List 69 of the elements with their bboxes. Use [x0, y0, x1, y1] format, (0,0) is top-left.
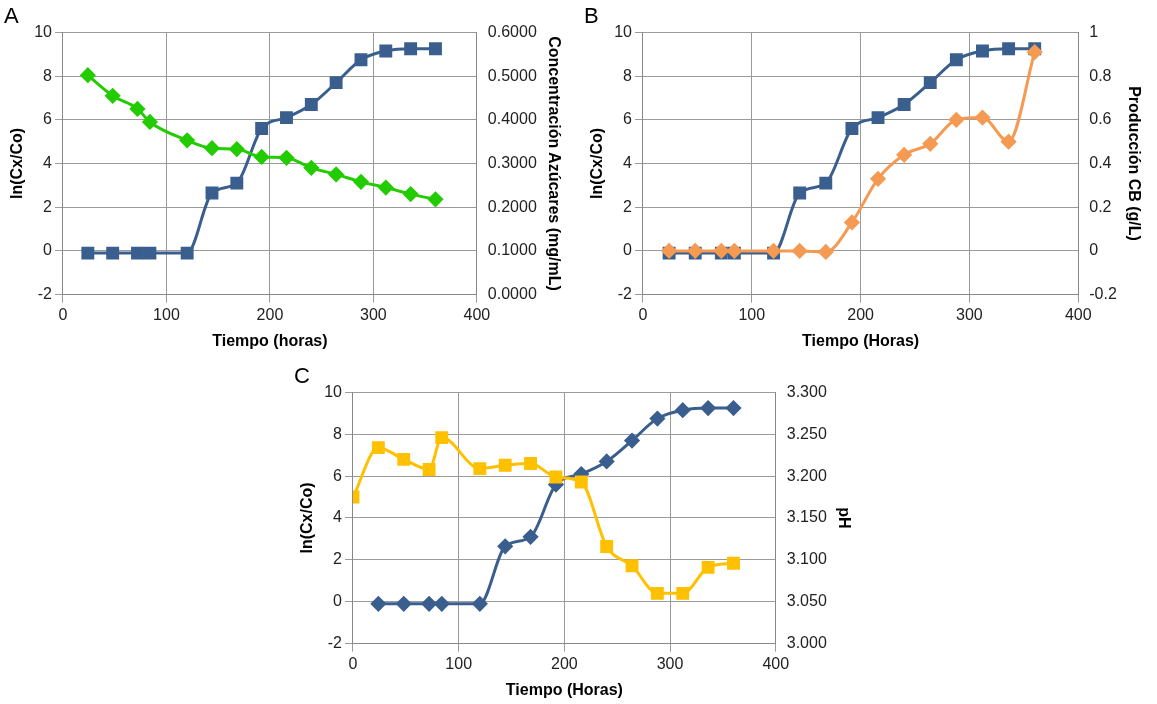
- x-tick-label: 0: [638, 305, 648, 323]
- y-tick-label: 10: [34, 22, 53, 40]
- y2-tick-label: 3.100: [786, 550, 827, 568]
- x-tick-label: 200: [256, 305, 284, 323]
- y-tick-label: -2: [617, 285, 633, 303]
- y-tick-label: 8: [333, 424, 343, 442]
- y2-axis-title: Concentración Azúcares (mg/mL): [545, 36, 563, 291]
- y-tick-label: 4: [43, 153, 53, 171]
- y-tick-label: 2: [43, 197, 53, 215]
- y2-tick-label: 0.6000: [487, 22, 537, 40]
- y2-tick-label: 3.150: [786, 508, 827, 526]
- x-tick-label: 200: [847, 305, 875, 323]
- y2-tick-label: 3.200: [786, 466, 827, 484]
- x-tick-label: 300: [656, 654, 684, 672]
- y2-tick-label: 3.050: [786, 592, 827, 610]
- y-tick-label: 4: [333, 508, 343, 526]
- y-tick-label: 2: [333, 550, 343, 568]
- y-tick-label: 0: [333, 592, 343, 610]
- x-tick-label: 0: [58, 305, 68, 323]
- y-tick-label: -2: [327, 634, 343, 652]
- y-tick-label: 6: [43, 110, 53, 128]
- y2-tick-label: 0.0000: [487, 285, 537, 303]
- chart-title: B: [584, 3, 599, 29]
- x-tick-label: 300: [956, 305, 983, 323]
- y-tick-label: 10: [614, 22, 633, 40]
- x-axis-title: Tiempo (horas): [212, 331, 328, 349]
- y-tick-label: -2: [37, 285, 53, 303]
- y-tick-label: 0: [623, 241, 633, 259]
- y-axis-title: ln(Cx/Co): [588, 127, 606, 200]
- y-axis-title: ln(Cx/Co): [8, 127, 26, 200]
- y2-tick-label: 0: [1089, 241, 1099, 259]
- y-tick-label: 8: [623, 66, 633, 84]
- x-tick-label: 300: [360, 305, 387, 323]
- x-tick-label: 200: [551, 654, 578, 672]
- x-axis-title: Tiempo (Horas): [505, 680, 623, 698]
- y2-tick-label: 3.000: [786, 634, 827, 652]
- chart-title: A: [4, 3, 19, 29]
- y-tick-label: 2: [623, 197, 633, 215]
- y-tick-label: 6: [333, 466, 343, 484]
- x-axis-title: Tiempo (Horas): [802, 331, 920, 349]
- y2-tick-label: -0.2: [1089, 285, 1117, 303]
- y2-tick-label: 0.3000: [487, 153, 537, 171]
- x-tick-label: 100: [445, 654, 473, 672]
- y-tick-label: 0: [43, 241, 53, 259]
- y2-tick-label: 0.2: [1089, 197, 1112, 215]
- y2-axis-title: Producción CB (g/L): [1125, 86, 1143, 241]
- x-tick-label: 100: [153, 305, 180, 323]
- y2-tick-label: 0.4000: [487, 110, 537, 128]
- x-tick-label: 400: [1064, 305, 1092, 323]
- x-tick-label: 100: [738, 305, 766, 323]
- y2-tick-label: 3.250: [786, 424, 827, 442]
- y-tick-label: 10: [324, 382, 343, 400]
- chart-title: C: [294, 363, 310, 389]
- y-tick-label: 6: [623, 110, 633, 128]
- y2-tick-label: 0.5000: [487, 66, 537, 84]
- y-axis-title: ln(Cx/Co): [298, 482, 316, 554]
- y2-axis-title: pH: [835, 507, 853, 529]
- x-tick-label: 400: [762, 654, 790, 672]
- y-tick-label: 8: [43, 66, 53, 84]
- y2-tick-label: 0.4: [1089, 153, 1112, 171]
- x-tick-label: 0: [348, 654, 358, 672]
- y2-tick-label: 0.8: [1089, 66, 1112, 84]
- x-tick-label: 400: [463, 305, 491, 323]
- y2-tick-label: 0.2000: [487, 197, 537, 215]
- y2-tick-label: 0.6: [1089, 110, 1112, 128]
- y-tick-label: 4: [623, 153, 633, 171]
- y2-tick-label: 3.300: [786, 382, 827, 400]
- y2-tick-label: 0.1000: [487, 241, 537, 259]
- y2-tick-label: 1: [1089, 22, 1099, 40]
